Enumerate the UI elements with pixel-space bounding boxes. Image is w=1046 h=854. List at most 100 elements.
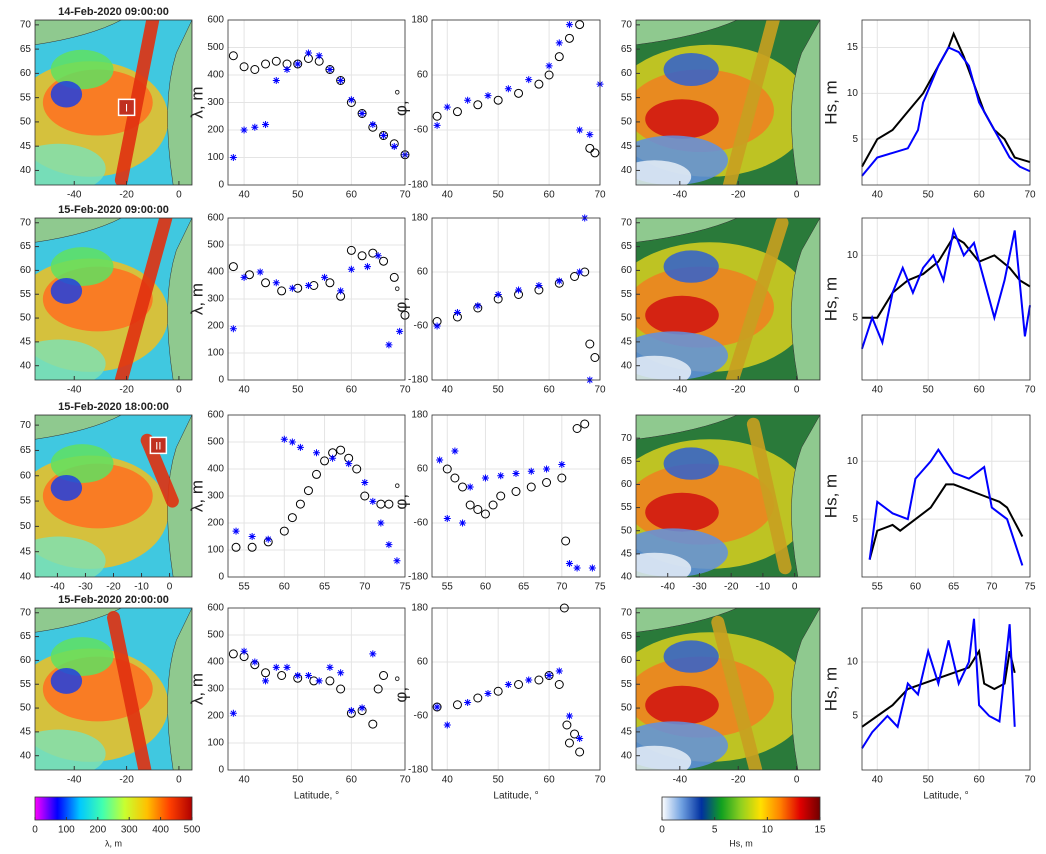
point <box>565 560 573 567</box>
point <box>346 245 356 255</box>
x-tick-label: -40 <box>67 775 82 786</box>
point <box>473 693 483 703</box>
map-title: 15-Feb-2020 20:00:00 <box>58 594 169 606</box>
y-tick-label: 5 <box>852 134 858 145</box>
y-tick-label: 60 <box>621 68 633 79</box>
x-tick-label: 15 <box>814 825 826 836</box>
point <box>272 279 280 287</box>
point <box>277 671 287 680</box>
point <box>564 738 574 748</box>
point <box>347 96 355 104</box>
point <box>296 443 304 451</box>
y-tick-label: 45 <box>20 141 32 152</box>
point <box>293 59 303 69</box>
x-tick-label: 70 <box>399 190 411 201</box>
plot-frame <box>34 607 193 771</box>
y-tick-label: 65 <box>20 631 32 642</box>
map-field <box>35 20 192 185</box>
map-shading <box>50 81 83 108</box>
x-tick-label: -20 <box>119 385 134 396</box>
y-axis-label: φ, ° <box>391 89 410 116</box>
point <box>345 460 353 468</box>
y-tick-label: 400 <box>207 657 224 668</box>
plot-area <box>862 415 1030 577</box>
y-tick-label: 200 <box>207 711 224 722</box>
x-tick-label: 50 <box>292 190 304 201</box>
point <box>555 277 563 285</box>
point <box>385 341 393 349</box>
point <box>380 132 388 139</box>
x-tick-label: 0 <box>794 385 800 396</box>
y-axis-label: Hs, m <box>821 474 840 518</box>
x-tick-label: 70 <box>1024 775 1036 786</box>
y-tick-label: 5 <box>852 514 858 525</box>
land <box>636 608 738 633</box>
point <box>363 263 371 271</box>
map-field <box>636 415 820 577</box>
point <box>544 70 554 80</box>
point <box>442 464 452 474</box>
y-tick-label: 200 <box>207 125 224 136</box>
y-axis-label: λ, m <box>187 673 206 705</box>
x-tick-label: 40 <box>442 385 454 396</box>
point <box>369 650 377 658</box>
plot-frame <box>861 217 1031 381</box>
x-tick-label: 70 <box>556 582 568 593</box>
y-tick-label: 40 <box>621 165 633 176</box>
y-tick-label: 55 <box>20 92 32 103</box>
x-tick-label: -10 <box>756 582 771 593</box>
point <box>393 557 401 565</box>
x-tick-label: 60 <box>910 582 922 593</box>
point <box>525 676 533 684</box>
x-tick-label: 0 <box>167 582 173 593</box>
point <box>228 51 238 61</box>
point <box>295 499 305 509</box>
plot-frame <box>635 217 821 381</box>
x-tick-label: 500 <box>184 825 201 836</box>
line-series <box>861 618 1016 749</box>
plot-frame <box>34 414 193 578</box>
y-tick-label: 45 <box>621 337 633 348</box>
x-tick-label: 70 <box>986 582 998 593</box>
x-tick-label: 50 <box>493 385 505 396</box>
y-tick-label: 100 <box>207 348 224 359</box>
land <box>636 415 738 440</box>
y-tick-label: 60 <box>20 655 32 666</box>
x-tick-label: 60 <box>974 190 986 201</box>
plot-area <box>432 608 600 770</box>
x-tick-label: 70 <box>399 775 411 786</box>
point <box>294 672 302 679</box>
land <box>35 415 122 440</box>
x-tick-label: 10 <box>762 825 774 836</box>
x-tick-label: 0 <box>794 190 800 201</box>
y-tick-label: -60 <box>414 711 429 722</box>
point <box>396 327 404 335</box>
map-field <box>35 218 192 380</box>
land <box>35 218 122 243</box>
point <box>336 684 346 694</box>
point <box>585 339 595 349</box>
y-tick-label: 100 <box>207 152 224 163</box>
y-tick-label: 70 <box>20 19 32 30</box>
land <box>636 218 738 243</box>
point <box>535 282 543 289</box>
point <box>473 100 483 110</box>
map-shading <box>645 685 719 725</box>
x-tick-label: -40 <box>50 582 65 593</box>
map-shading <box>663 447 719 480</box>
y-tick-label: 5 <box>852 312 858 323</box>
point <box>337 287 345 295</box>
x-tick-label: 0 <box>659 825 665 836</box>
annotation-box <box>117 98 136 117</box>
map-shading <box>50 49 114 90</box>
point <box>504 681 512 688</box>
point <box>514 680 524 689</box>
y-tick-label: 50 <box>20 117 32 128</box>
point <box>313 449 320 457</box>
point <box>240 126 248 134</box>
point <box>377 519 385 527</box>
point <box>287 513 297 523</box>
x-tick-label: 0 <box>176 385 182 396</box>
track <box>107 611 152 770</box>
plot-frame <box>34 19 193 186</box>
